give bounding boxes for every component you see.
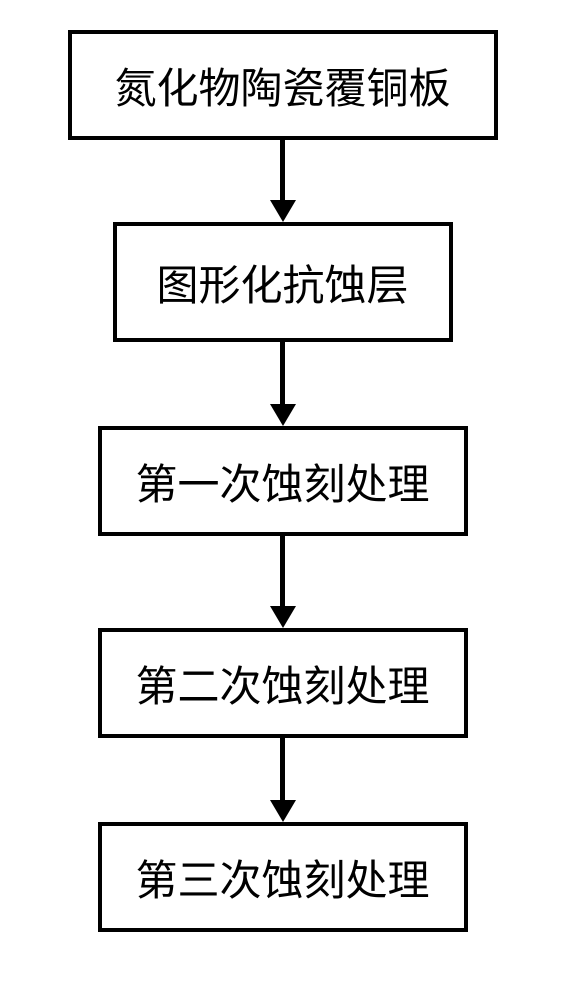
arrow-head-2-icon	[270, 404, 296, 426]
arrow-head-3-icon	[270, 606, 296, 628]
flow-arrow-1	[270, 140, 296, 222]
flow-node-3-label: 第一次蚀刻处理	[135, 451, 429, 512]
flow-arrow-4	[270, 738, 296, 822]
flow-node-5: 第三次蚀刻处理	[98, 822, 468, 932]
arrow-shaft-2	[280, 342, 285, 404]
flow-node-5-label: 第三次蚀刻处理	[135, 847, 429, 908]
flow-arrow-2	[270, 342, 296, 426]
flow-node-1-label: 氮化物陶瓷覆铜板	[114, 55, 450, 116]
flow-node-3: 第一次蚀刻处理	[98, 426, 468, 536]
arrow-shaft-1	[280, 140, 285, 200]
arrow-head-1-icon	[270, 200, 296, 222]
flow-arrow-3	[270, 536, 296, 628]
flow-node-2: 图形化抗蚀层	[113, 222, 453, 342]
flow-node-2-label: 图形化抗蚀层	[156, 252, 408, 313]
flow-node-1: 氮化物陶瓷覆铜板	[68, 30, 498, 140]
flow-node-4: 第二次蚀刻处理	[98, 628, 468, 738]
arrow-shaft-3	[280, 536, 285, 606]
arrow-shaft-4	[280, 738, 285, 800]
arrow-head-4-icon	[270, 800, 296, 822]
flowchart-container: 氮化物陶瓷覆铜板 图形化抗蚀层 第一次蚀刻处理 第二次蚀刻处理 第三次蚀刻处理	[0, 0, 565, 1000]
flow-node-4-label: 第二次蚀刻处理	[135, 653, 429, 714]
